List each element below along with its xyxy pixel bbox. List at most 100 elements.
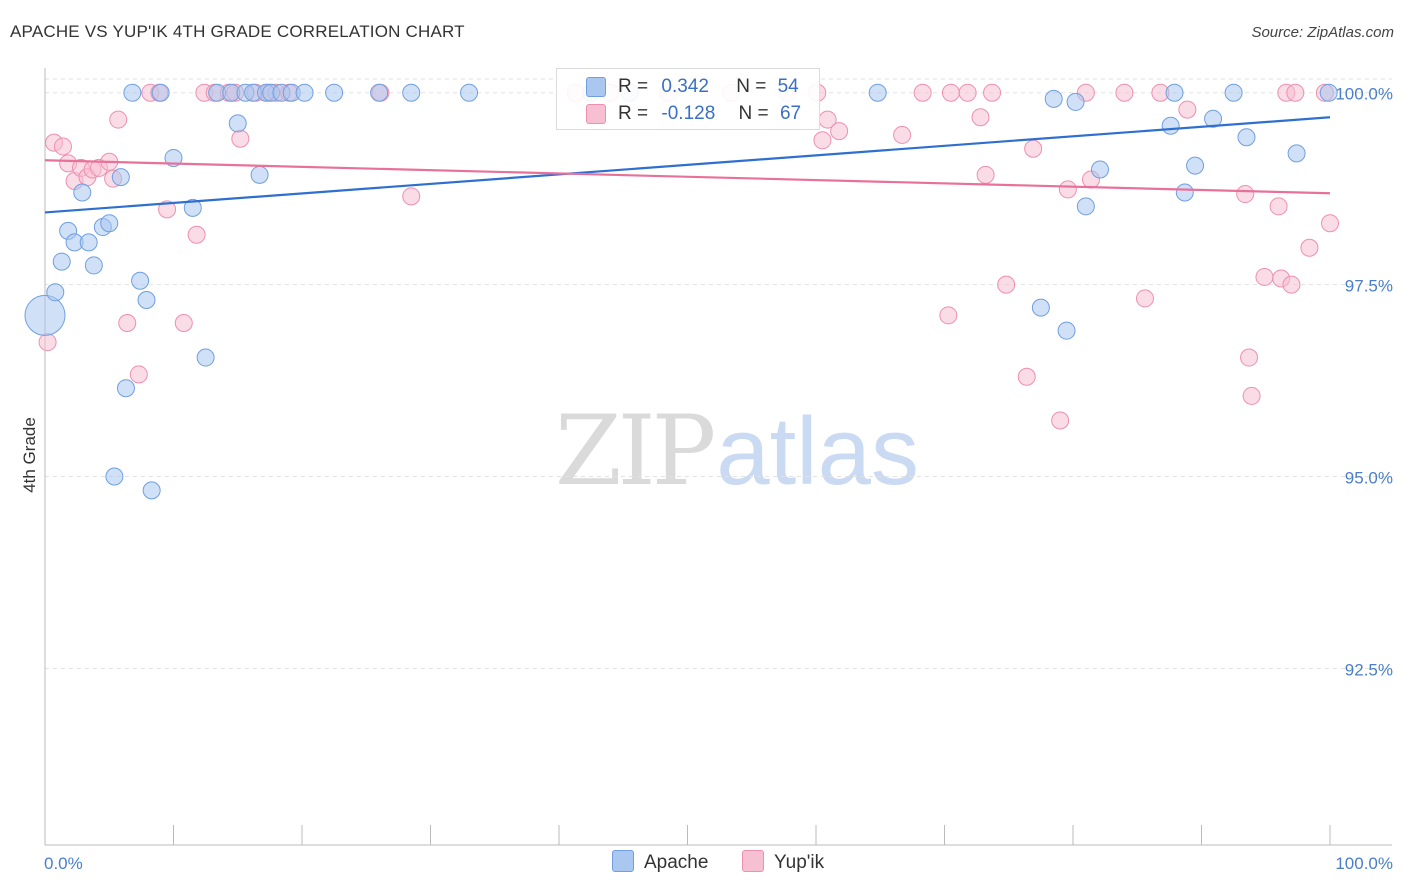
yupik-point <box>971 108 990 127</box>
apache-point <box>111 168 130 187</box>
apache-point <box>1044 89 1063 108</box>
yupik-legend-label: Yup'ik <box>774 852 825 873</box>
watermark-zip: ZIP <box>555 395 716 507</box>
apache-point <box>460 83 479 102</box>
yupik-point <box>1242 386 1261 405</box>
y-tick-label: 100.0% <box>1335 85 1393 104</box>
yupik-point <box>813 131 832 150</box>
apache-point <box>52 252 71 271</box>
yupik-point <box>1178 100 1197 119</box>
apache-point <box>142 481 161 500</box>
series-apache-points <box>24 83 1338 500</box>
yupik-point <box>941 83 960 102</box>
trend-lines <box>44 116 1331 214</box>
yupik-point <box>231 129 250 148</box>
apache-legend-label: Apache <box>644 852 709 873</box>
yupik-point <box>187 225 206 244</box>
apache-point <box>100 214 119 233</box>
yupik-point <box>1236 185 1255 204</box>
apache-point <box>295 83 314 102</box>
apache-point <box>1186 156 1205 175</box>
apache-point <box>1057 321 1076 340</box>
yupik-point <box>1017 367 1036 386</box>
apache-point <box>1175 183 1194 202</box>
apache-point <box>79 233 98 252</box>
apache-point <box>1090 160 1109 179</box>
yupik-point <box>1300 238 1319 257</box>
yupik-point <box>1286 83 1305 102</box>
axes <box>44 68 1392 846</box>
apache-point <box>151 83 170 102</box>
yupik-point <box>1058 180 1077 199</box>
yupik-point <box>1269 197 1288 216</box>
legend-item-yupik[interactable]: Yup'ik <box>742 850 824 874</box>
apache-r-value: 0.342 <box>661 76 709 97</box>
apache-n-label: N = <box>736 76 767 97</box>
y-tick-label: 97.5% <box>1345 277 1393 296</box>
apache-point <box>868 83 887 102</box>
y-tick-label: 95.0% <box>1345 469 1393 488</box>
yupik-point <box>1240 348 1259 367</box>
apache-point <box>1031 298 1050 317</box>
apache-point <box>131 271 150 290</box>
apache-point <box>73 183 92 202</box>
apache-point <box>123 83 142 102</box>
x-tick-label: 100.0% <box>1335 854 1393 873</box>
apache-point <box>164 148 183 167</box>
apache-point <box>84 256 103 275</box>
yupik-point <box>1255 267 1274 286</box>
apache-point <box>116 379 135 398</box>
yupik-point <box>1051 411 1070 430</box>
apache-point <box>250 165 269 184</box>
apache-point <box>1076 197 1095 216</box>
apache-point <box>1204 109 1223 128</box>
yupik-point <box>1024 139 1043 158</box>
legend-item-apache[interactable]: Apache <box>612 850 708 874</box>
source-label: Source: ZipAtlas.com <box>1251 24 1394 41</box>
apache-point <box>24 294 66 336</box>
yupik-point <box>129 365 148 384</box>
yupik-point <box>976 165 995 184</box>
apache-point <box>1237 128 1256 147</box>
tick-labels: 92.5% 95.0% 97.5% 100.0% 0.0% 100.0% 4th Grade <box>20 85 1393 873</box>
y-tick-label: 92.5% <box>1345 660 1393 679</box>
yupik-point <box>53 137 72 156</box>
yupik-r-label: R = <box>618 103 649 124</box>
apache-point <box>325 83 344 102</box>
yupik-point <box>158 200 177 219</box>
yupik-n-value: 67 <box>779 103 802 124</box>
series-yupik-points <box>38 83 1339 430</box>
apache-point <box>1165 83 1184 102</box>
apache-swatch <box>586 77 606 97</box>
yupik-n-label: N = <box>738 103 769 124</box>
yupik-legend-swatch <box>742 850 764 872</box>
y-axis-title: 4th Grade <box>20 417 39 493</box>
yupik-point <box>958 83 977 102</box>
apache-point <box>1161 116 1180 135</box>
apache-point <box>1066 92 1085 111</box>
apache-r-label: R = <box>618 76 649 97</box>
apache-n-value: 54 <box>777 76 799 97</box>
apache-point <box>228 114 247 133</box>
apache-point <box>46 283 65 302</box>
watermark: ZIPatlas <box>555 395 919 507</box>
x-tick-label: 0.0% <box>44 854 83 873</box>
apache-point <box>1319 83 1338 102</box>
apache-point <box>105 467 124 486</box>
yupik-point <box>38 333 57 352</box>
yupik-point <box>1282 275 1301 294</box>
yupik-r-value: -0.128 <box>661 103 716 124</box>
yupik-point <box>997 275 1016 294</box>
yupik-point <box>983 83 1002 102</box>
yupik-point <box>118 314 137 332</box>
yupik-point <box>109 110 128 129</box>
yupik-point <box>939 306 958 325</box>
apache-legend-swatch <box>612 850 634 872</box>
yupik-swatch <box>586 104 606 124</box>
yupik-point <box>1321 214 1339 233</box>
yupik-point <box>830 122 849 141</box>
apache-point <box>402 83 421 102</box>
apache-point <box>183 198 202 217</box>
yupik-point <box>402 187 421 206</box>
